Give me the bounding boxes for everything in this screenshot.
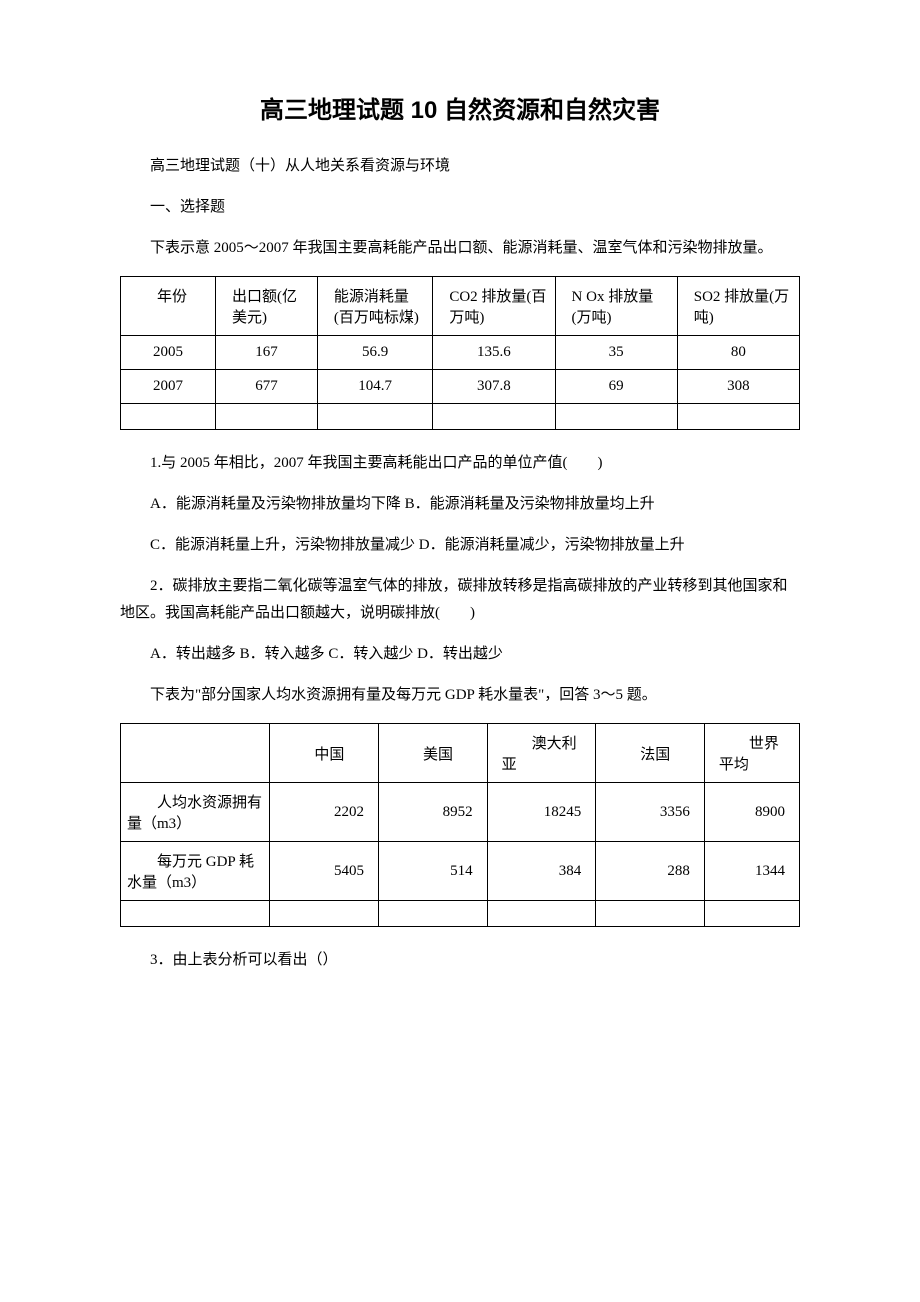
cell: 104.7 [317, 370, 432, 404]
row-label-water: 人均水资源拥有量（m3） [121, 783, 270, 842]
cell: 288 [596, 842, 705, 901]
question-1: 1.与 2005 年相比，2007 年我国主要高耗能出口产品的单位产值( ) [120, 450, 800, 477]
th-export: 出口额(亿美元) [216, 277, 318, 336]
section-header: 一、选择题 [120, 194, 800, 221]
cell: 69 [555, 370, 677, 404]
th-year: 年份 [121, 277, 216, 336]
th-co2: CO2 排放量(百万吨) [433, 277, 555, 336]
table-row: 2007 677 104.7 307.8 69 308 [121, 370, 800, 404]
cell: 56.9 [317, 336, 432, 370]
cell: 1344 [704, 842, 799, 901]
cell: 3356 [596, 783, 705, 842]
table-empty-row [121, 901, 800, 927]
table-empty-row [121, 404, 800, 430]
cell: 135.6 [433, 336, 555, 370]
page-title: 高三地理试题 10 自然资源和自然灾害 [120, 90, 800, 125]
question-3: 3．由上表分析可以看出（） [120, 947, 800, 974]
question-2-options: A．转出越多 B．转入越多 C．转入越少 D．转出越少 [120, 641, 800, 668]
th-china: 中国 [270, 724, 379, 783]
table-row: 每万元 GDP 耗水量（m3） 5405 514 384 288 1344 [121, 842, 800, 901]
table-header-row: 年份 出口额(亿美元) 能源消耗量(百万吨标煤) CO2 排放量(百万吨) N … [121, 277, 800, 336]
th-so2: SO2 排放量(万吨) [677, 277, 799, 336]
question-2: 2．碳排放主要指二氧化碳等温室气体的排放，碳排放转移是指高碳排放的产业转移到其他… [120, 573, 800, 627]
cell: 35 [555, 336, 677, 370]
table-row: 2005 167 56.9 135.6 35 80 [121, 336, 800, 370]
cell: 167 [216, 336, 318, 370]
table2-intro: 下表为"部分国家人均水资源拥有量及每万元 GDP 耗水量表"，回答 3～5 题。 [120, 682, 800, 709]
th-nox: N Ox 排放量(万吨) [555, 277, 677, 336]
cell: 8900 [704, 783, 799, 842]
cell: 18245 [487, 783, 596, 842]
cell: 308 [677, 370, 799, 404]
question-1-options-ab: A．能源消耗量及污染物排放量均下降 B．能源消耗量及污染物排放量均上升 [120, 491, 800, 518]
question-1-options-cd: C．能源消耗量上升，污染物排放量减少 D．能源消耗量减少，污染物排放量上升 [120, 532, 800, 559]
cell: 307.8 [433, 370, 555, 404]
table-row: 人均水资源拥有量（m3） 2202 8952 18245 3356 8900 [121, 783, 800, 842]
th-energy: 能源消耗量(百万吨标煤) [317, 277, 432, 336]
cell: 8952 [379, 783, 488, 842]
th-usa: 美国 [379, 724, 488, 783]
cell: 384 [487, 842, 596, 901]
cell: 2005 [121, 336, 216, 370]
energy-table: 年份 出口额(亿美元) 能源消耗量(百万吨标煤) CO2 排放量(百万吨) N … [120, 276, 800, 430]
water-table: 中国 美国 澳大利亚 法国 世界平均 人均水资源拥有量（m3） 2202 895… [120, 723, 800, 927]
th-australia: 澳大利亚 [487, 724, 596, 783]
th-blank [121, 724, 270, 783]
th-world: 世界平均 [704, 724, 799, 783]
subtitle: 高三地理试题（十）从人地关系看资源与环境 [120, 153, 800, 180]
row-label-gdp: 每万元 GDP 耗水量（m3） [121, 842, 270, 901]
th-france: 法国 [596, 724, 705, 783]
table1-intro: 下表示意 2005～2007 年我国主要高耗能产品出口额、能源消耗量、温室气体和… [120, 235, 800, 262]
cell: 80 [677, 336, 799, 370]
cell: 5405 [270, 842, 379, 901]
cell: 677 [216, 370, 318, 404]
cell: 2007 [121, 370, 216, 404]
table-header-row: 中国 美国 澳大利亚 法国 世界平均 [121, 724, 800, 783]
cell: 2202 [270, 783, 379, 842]
cell: 514 [379, 842, 488, 901]
